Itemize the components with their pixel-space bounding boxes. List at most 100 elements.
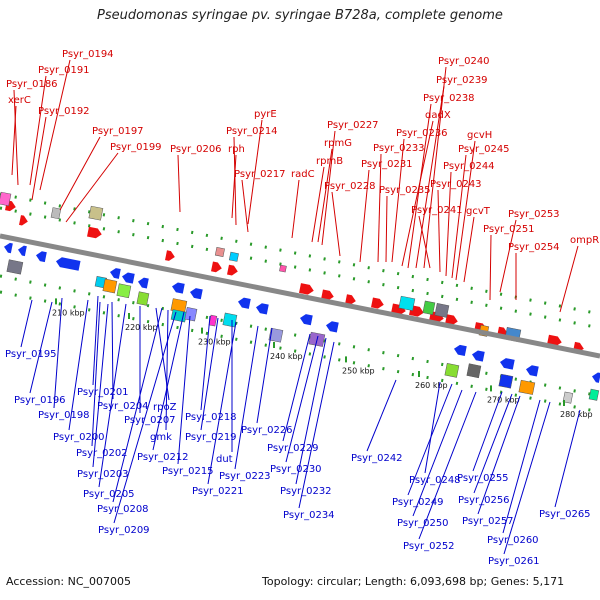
bottom-label-leader <box>68 299 89 431</box>
bottom-label-lines <box>20 295 581 555</box>
gene-box <box>434 303 450 318</box>
gene-label-bottom: Psyr_0234 <box>283 510 335 521</box>
top-label-leader <box>445 171 452 277</box>
gene-box <box>279 264 287 273</box>
gene-label-bottom: Psyr_0261 <box>488 556 540 567</box>
bottom-label-leader <box>200 315 211 411</box>
gene-label-top: Psyr_0231 <box>361 159 413 170</box>
bottom-label-leader <box>152 311 185 451</box>
bottom-label-leader <box>20 299 33 348</box>
bottom-label-leader <box>53 297 63 409</box>
gene-label-top: Psyr_0206 <box>170 144 222 155</box>
gene-box <box>398 295 416 311</box>
top-label-leader <box>401 120 434 267</box>
forward-gene-arrow <box>165 250 175 261</box>
bottom-label-leader <box>234 325 259 470</box>
bottom-labels: Psyr_0195 Psyr_0196 Psyr_0198 Psyr_0200 Psyr… <box>5 349 591 567</box>
gene-label-bottom: Psyr_0204 <box>97 401 149 412</box>
gene-box <box>422 300 436 315</box>
reverse-gene-arrow <box>238 297 251 309</box>
backbone-line <box>0 233 600 359</box>
gene-label-bottom: Psyr_0218 <box>185 412 237 423</box>
forward-gene-arrow <box>19 215 28 226</box>
gene-label-top: Psyr_0238 <box>423 93 475 104</box>
top-label-leader <box>451 154 467 279</box>
reverse-gene-arrow <box>592 372 600 383</box>
forward-gene-arrow <box>211 261 222 273</box>
top-label-leader <box>499 219 517 293</box>
gene-box <box>268 327 284 343</box>
gene-label-bottom: Psyr_0209 <box>98 525 150 536</box>
gene-label-top: ompR <box>570 235 599 246</box>
gene-label-top: gcvH <box>467 130 492 141</box>
accession-text: Accession: NC_007005 <box>6 575 132 588</box>
gene-label-top: gcvT <box>466 206 491 217</box>
forward-gene-arrow <box>371 297 384 309</box>
top-label-leader <box>418 215 431 269</box>
scale-tick-label: 280 kbp <box>560 410 593 419</box>
topology-text: Topology: circular; Length: 6,093,698 bp… <box>262 575 565 588</box>
reverse-gene-arrow <box>190 288 203 300</box>
gene-label-bottom: Psyr_0215 <box>162 466 214 477</box>
reverse-gene-arrow <box>472 350 485 362</box>
gene-label-top: Psyr_0217 <box>234 169 286 180</box>
gene-box <box>50 207 62 220</box>
gene-box <box>88 205 104 221</box>
reverse-gene-arrow <box>36 251 47 263</box>
top-label-leader <box>291 179 300 239</box>
gene-label-bottom: Psyr_0229 <box>267 443 319 454</box>
scale-tick-label: 260 kbp <box>415 381 448 390</box>
gene-label-bottom: Psyr_0257 <box>462 516 514 527</box>
gene-box <box>562 391 574 404</box>
top-label-leader <box>455 140 476 281</box>
gene-label-top: rpmB <box>316 156 343 167</box>
top-label-leader <box>317 148 333 243</box>
gene-label-bottom: Psyr_0265 <box>539 509 591 520</box>
bottom-label-leader <box>295 337 327 485</box>
reverse-gene-arrow <box>138 277 149 289</box>
bottom-label-leader <box>366 379 397 452</box>
top-label-leader <box>233 136 237 226</box>
gene-box <box>136 291 150 306</box>
scale-tick-label: 270 kbp <box>487 395 520 404</box>
reverse-gene-arrow <box>4 242 13 254</box>
forward-gene-arrow <box>547 334 562 347</box>
gene-label-top: Psyr_0254 <box>508 242 560 253</box>
top-label-leader <box>231 154 237 219</box>
gene-box <box>102 278 118 294</box>
gene-box <box>588 388 600 401</box>
gene-label-bottom: Psyr_0201 <box>77 387 129 398</box>
gene-label-bottom: Psyr_0203 <box>77 469 129 480</box>
gene-label-bottom: Psyr_0256 <box>458 495 510 506</box>
top-label-leader <box>29 75 47 186</box>
reverse-gene-arrow <box>256 303 269 315</box>
reverse-gene-arrow <box>122 272 135 284</box>
gene-label-top: Psyr_0197 <box>92 126 144 137</box>
top-label-leader <box>377 153 382 263</box>
gene-label-top: Psyr_0243 <box>430 179 482 190</box>
gene-label-bottom: rpoZ <box>153 402 177 413</box>
top-label-leader <box>559 245 579 313</box>
gene-label-top: Psyr_0253 <box>508 209 560 220</box>
gene-label-top: Psyr_0199 <box>110 142 162 153</box>
bottom-label-leader <box>412 389 463 517</box>
top-label-leader <box>65 152 119 223</box>
forward-gene-arrow <box>87 226 102 239</box>
gene-label-top: Psyr_0244 <box>443 161 495 172</box>
gene-label-bottom: Psyr_0232 <box>280 486 332 497</box>
gene-label-top: Psyr_0240 <box>438 56 490 67</box>
gene-label-top: Psyr_0191 <box>38 65 90 76</box>
bottom-label-leader <box>165 309 169 431</box>
bottom-label-leader <box>418 391 477 540</box>
bottom-label-leader <box>91 301 101 447</box>
bottom-label-leader <box>282 333 311 442</box>
gene-label-bottom: Psyr_0212 <box>137 452 189 463</box>
top-label-leader <box>241 179 249 233</box>
gene-label-top: Psyr_0239 <box>436 75 488 86</box>
top-label-leader <box>423 66 447 269</box>
gene-label-top: Psyr_0227 <box>327 120 379 131</box>
bottom-label-leader <box>407 383 453 496</box>
bottom-label-leader <box>472 391 503 472</box>
gene-label-bottom: Psyr_0242 <box>351 453 403 464</box>
gene-label-top: Psyr_0233 <box>373 143 425 154</box>
